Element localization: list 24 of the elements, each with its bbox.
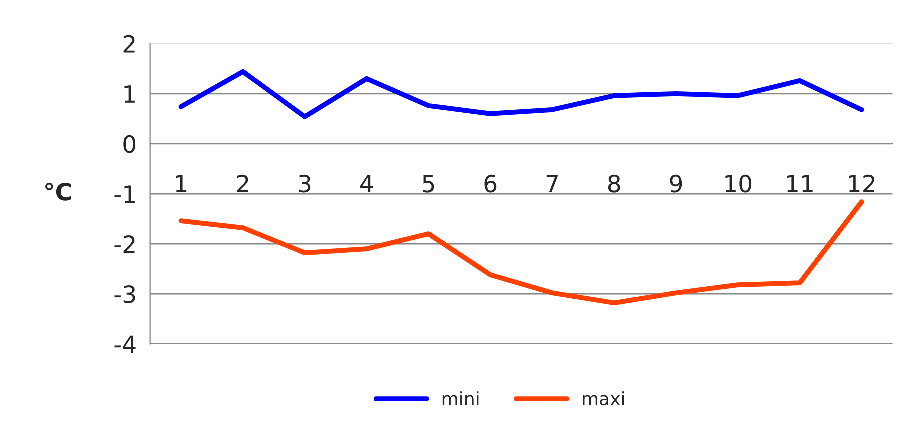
x-tick-label: 4 [360,175,374,192]
x-tick-label: 2 [237,174,248,192]
x-tick-label: 1 [176,175,187,192]
legend-label: mini [442,392,479,406]
y-tick-label: -1 [114,186,135,203]
legend-label: maxi [583,392,624,406]
y-tick-label: -4 [114,336,136,354]
x-tick-label: 10 [726,174,752,193]
y-tick-label: 2 [124,35,135,53]
x-tick-label: 6 [484,174,497,193]
y-tick-label: 0 [124,135,136,154]
x-tick-label: 7 [546,175,558,192]
x-tick-label: 9 [670,174,682,193]
y-axis-title: °C [46,182,72,201]
x-tick-label: 12 [849,174,874,192]
line-series [178,69,864,120]
x-tick-label: 5 [423,175,434,193]
x-tick-label: 3 [299,174,311,193]
y-tick-label: -3 [114,286,136,304]
x-tick-label: 8 [608,174,620,193]
y-tick-label: 1 [124,86,135,103]
y-tick-label: -2 [114,236,135,254]
line-series [178,200,864,306]
x-tick-label: 11 [788,175,813,192]
